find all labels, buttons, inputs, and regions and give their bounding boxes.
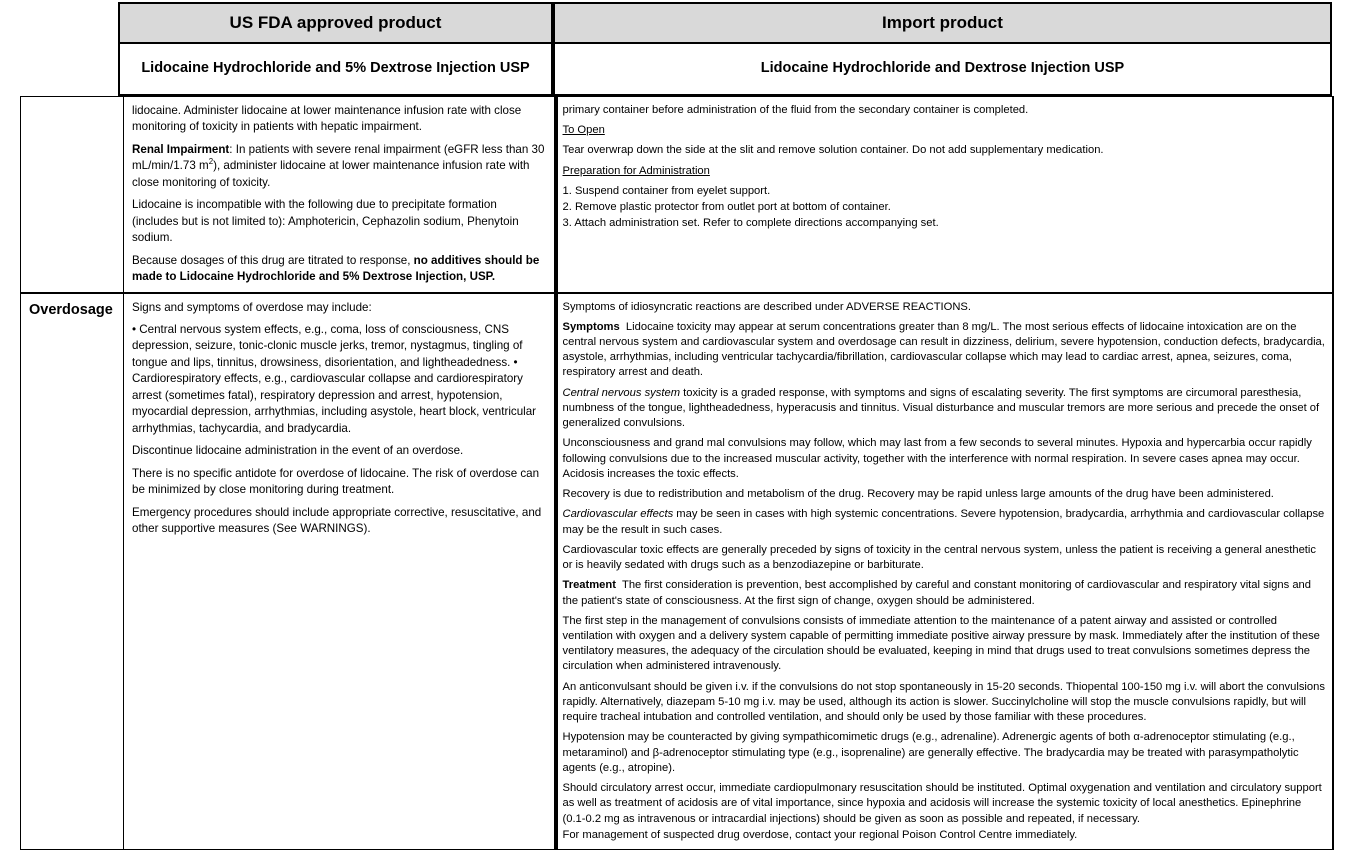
list-item-text: 2. Remove plastic protector from outlet … — [562, 201, 891, 214]
cell-import-continuation: primary container before administration … — [555, 95, 1334, 294]
list-item: 1. Suspend container from eyelet support… — [563, 184, 1327, 199]
paragraph-text: Emergency procedures should include appr… — [132, 505, 542, 535]
column-header-us-fda-label: US FDA approved product — [229, 13, 442, 32]
list-item: 3. Attach administration set. Refer to c… — [563, 216, 1327, 231]
paragraph-text: Recovery is due to redistribution and me… — [562, 488, 1274, 501]
paragraph-text: Tear overwrap down the side at the slit … — [562, 144, 1104, 157]
paragraph: Symptoms of idiosyncratic reactions are … — [563, 300, 1327, 315]
cell-import-overdosage: Symptoms of idiosyncratic reactions are … — [555, 291, 1334, 850]
inline-emphasis: Treatment — [562, 579, 616, 592]
paragraph-text: Should circulatory arrest occur, immedia… — [562, 782, 1322, 825]
table-header-row-product: Lidocaine Hydrochloride and 5% Dextrose … — [118, 44, 1332, 96]
inline-emphasis: no additives should be made to Lidocaine… — [132, 253, 540, 284]
paragraph: Signs and symptoms of overdose may inclu… — [132, 300, 546, 316]
row-label-cell — [20, 95, 124, 294]
paragraph-text: Discontinue lidocaine administration in … — [132, 444, 464, 458]
paragraph-text: • Central nervous system effects, e.g., … — [132, 322, 537, 435]
paragraph: Treatment The first consideration is pre… — [562, 579, 1312, 607]
paragraph-text: lidocaine. Administer lidocaine at lower… — [132, 104, 522, 134]
paragraph: • Central nervous system effects, e.g., … — [132, 322, 546, 437]
paragraph-text: Lidocaine is incompatible with the follo… — [132, 198, 519, 245]
superscript: 2 — [208, 157, 214, 167]
inline-emphasis: Renal Impairment — [132, 142, 230, 156]
paragraph: The first step in the management of conv… — [563, 614, 1327, 675]
column-header-import-label: Import product — [882, 13, 1003, 32]
row-label-cell-overdosage: Overdosage — [20, 291, 124, 850]
product-name-import: Lidocaine Hydrochloride and Dextrose Inj… — [555, 44, 1332, 96]
paragraph: Because dosages of this drug are titrate… — [132, 253, 540, 284]
product-name-us-fda-label: Lidocaine Hydrochloride and 5% Dextrose … — [141, 60, 530, 77]
product-name-import-label: Lidocaine Hydrochloride and Dextrose Inj… — [760, 60, 1125, 77]
table-row: lidocaine. Administer lidocaine at lower… — [20, 95, 1334, 294]
paragraph-text: For management of suspected drug overdos… — [562, 828, 1078, 841]
document-page: US FDA approved product Import product L… — [20, 2, 1334, 850]
subheading-text: To Open — [562, 124, 605, 137]
paragraph-text: Unconsciousness and grand mal convulsion… — [562, 437, 1312, 480]
paragraph: Should circulatory arrest occur, immedia… — [563, 781, 1327, 827]
paragraph: Discontinue lidocaine administration in … — [132, 443, 546, 459]
paragraph: primary container before administration … — [563, 103, 1327, 118]
paragraph: Symptoms Lidocaine toxicity may appear a… — [562, 320, 1325, 379]
column-header-us-fda: US FDA approved product — [118, 2, 555, 44]
column-header-import: Import product — [555, 2, 1332, 44]
paragraph: Central nervous system toxicity is a gra… — [562, 386, 1320, 430]
cell-us-fda-continuation: lidocaine. Administer lidocaine at lower… — [123, 95, 558, 294]
paragraph: Lidocaine is incompatible with the follo… — [132, 197, 546, 246]
paragraph-text: Signs and symptoms of overdose may inclu… — [132, 300, 372, 314]
paragraph-text: Hypotension may be counteracted by givin… — [562, 731, 1299, 774]
comparison-table: lidocaine. Administer lidocaine at lower… — [20, 95, 1334, 850]
paragraph: lidocaine. Administer lidocaine at lower… — [132, 103, 546, 136]
paragraph: Hypotension may be counteracted by givin… — [563, 730, 1327, 776]
inline-emphasis: Central nervous system — [562, 386, 681, 399]
table-header-row-category: US FDA approved product Import product — [118, 2, 1332, 44]
paragraph-subheading: Preparation for Administration — [563, 164, 1327, 179]
paragraph: Renal Impairment: In patients with sever… — [132, 142, 545, 189]
paragraph-text: Cardiovascular toxic effects are general… — [562, 543, 1316, 572]
paragraph: Cardiovascular effects may be seen in ca… — [562, 508, 1325, 536]
list-item-text: 1. Suspend container from eyelet support… — [562, 184, 771, 197]
list-item: 2. Remove plastic protector from outlet … — [563, 200, 1327, 215]
paragraph-text: The first step in the management of conv… — [562, 614, 1320, 673]
inline-emphasis: Cardiovascular effects — [562, 508, 674, 521]
paragraph: Cardiovascular toxic effects are general… — [563, 543, 1327, 573]
list-item-text: 3. Attach administration set. Refer to c… — [562, 217, 939, 230]
table-header-zone: US FDA approved product Import product L… — [118, 2, 1332, 96]
paragraph: For management of suspected drug overdos… — [563, 828, 1327, 843]
paragraph: Recovery is due to redistribution and me… — [563, 487, 1327, 502]
paragraph: Tear overwrap down the side at the slit … — [563, 143, 1327, 158]
row-label: Overdosage — [29, 301, 113, 318]
paragraph-text: primary container before administration … — [562, 104, 1029, 116]
paragraph: There is no specific antidote for overdo… — [132, 466, 546, 499]
paragraph-text: There is no specific antidote for overdo… — [132, 466, 540, 497]
paragraph-text: Symptoms of idiosyncratic reactions are … — [562, 300, 972, 313]
cell-us-fda-overdosage: Signs and symptoms of overdose may inclu… — [123, 291, 558, 850]
paragraph-subheading: To Open — [563, 123, 1327, 138]
product-name-us-fda: Lidocaine Hydrochloride and 5% Dextrose … — [118, 44, 555, 96]
paragraph-text: An anticonvulsant should be given i.v. i… — [562, 680, 1325, 724]
subheading-text: Preparation for Administration — [562, 164, 710, 177]
table-row: Overdosage Signs and symptoms of overdos… — [20, 291, 1334, 850]
paragraph: Emergency procedures should include appr… — [132, 505, 546, 538]
inline-emphasis: Symptoms — [562, 320, 620, 333]
paragraph: Unconsciousness and grand mal convulsion… — [563, 436, 1327, 482]
paragraph: An anticonvulsant should be given i.v. i… — [563, 680, 1327, 726]
